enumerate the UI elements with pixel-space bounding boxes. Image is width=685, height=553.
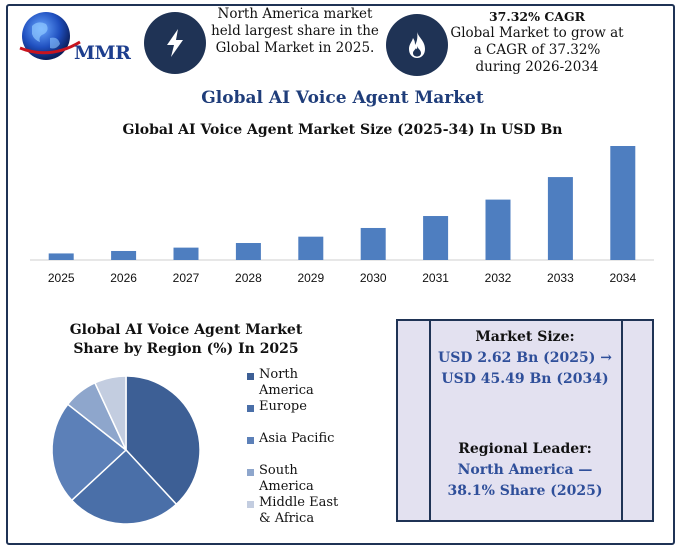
lightning-icon bbox=[167, 29, 183, 57]
legend-label: Asia Pacific bbox=[259, 431, 335, 446]
pie-slice bbox=[51, 403, 128, 502]
flame-badge bbox=[386, 14, 448, 76]
legend-item: Europe bbox=[247, 399, 347, 415]
bar bbox=[48, 253, 74, 260]
legend-label: Middle East & Africa bbox=[259, 495, 339, 526]
globe-icon bbox=[19, 12, 81, 60]
cagr-line: during 2026-2034 bbox=[475, 59, 599, 75]
pie-title-line: Global AI Voice Agent Market bbox=[69, 322, 303, 338]
bar bbox=[298, 236, 324, 260]
legend-swatch bbox=[247, 501, 254, 508]
regional-leader-value: North America — bbox=[457, 462, 593, 478]
market-size-value: USD 45.49 Bn (2034) bbox=[441, 371, 609, 387]
page-frame bbox=[6, 4, 675, 545]
legend-item: Middle East & Africa bbox=[247, 495, 347, 527]
bar-chart: 2025 2026 2027 2028 2029 2030 2031 2032 2033 2034 bbox=[30, 146, 654, 285]
legend-item: Asia Pacific bbox=[247, 431, 347, 447]
logo-text: MMR bbox=[74, 42, 131, 64]
bar bbox=[423, 216, 449, 260]
cagr-text: 37.32% CAGR Global Market to grow at a C… bbox=[450, 8, 624, 76]
regional-leader-label: Regional Leader: bbox=[458, 441, 592, 457]
pie-title-line: Share by Region (%) In 2025 bbox=[73, 341, 299, 357]
cagr-line: a CAGR of 37.32% bbox=[473, 42, 601, 58]
x-tick-label: 2027 bbox=[173, 271, 200, 285]
pie-slice bbox=[70, 448, 178, 525]
bar-chart-title: Global AI Voice Agent Market Size (2025-… bbox=[122, 122, 563, 138]
info-box-inner-border bbox=[429, 319, 623, 522]
region-share-text: North America market held largest share … bbox=[210, 6, 380, 57]
x-tick-label: 2032 bbox=[485, 271, 512, 285]
pie-chart bbox=[51, 375, 201, 525]
legend-swatch bbox=[247, 437, 254, 444]
legend-item: North America bbox=[247, 367, 347, 399]
regional-leader-value: 38.1% Share (2025) bbox=[447, 483, 603, 499]
bar bbox=[173, 247, 199, 260]
info-box: Market Size: USD 2.62 Bn (2025) → USD 45… bbox=[396, 319, 654, 522]
x-tick-label: 2030 bbox=[360, 271, 387, 285]
flame-icon bbox=[409, 32, 425, 58]
bar bbox=[610, 146, 636, 260]
x-tick-label: 2029 bbox=[297, 271, 324, 285]
pie-slice bbox=[93, 375, 127, 451]
x-tick-label: 2031 bbox=[422, 271, 449, 285]
legend-swatch bbox=[247, 405, 254, 412]
x-tick-label: 2034 bbox=[609, 271, 636, 285]
legend-swatch bbox=[247, 373, 254, 380]
cagr-line: Global Market to grow at bbox=[450, 25, 624, 41]
bar bbox=[111, 250, 137, 260]
x-tick-label: 2028 bbox=[235, 271, 262, 285]
mmr-logo: MMR bbox=[14, 8, 131, 68]
market-size-label: Market Size: bbox=[475, 329, 575, 345]
legend-label: North America bbox=[259, 367, 314, 398]
bar bbox=[485, 199, 511, 260]
main-title: Global AI Voice Agent Market bbox=[201, 88, 484, 108]
region-share-line: held largest share in the bbox=[211, 23, 379, 39]
region-share-line: Global Market in 2025. bbox=[215, 40, 375, 56]
pie-slice bbox=[125, 375, 201, 506]
market-size-value: USD 2.62 Bn (2025) → bbox=[437, 350, 612, 366]
bar bbox=[547, 177, 573, 260]
legend-swatch bbox=[247, 469, 254, 476]
lightning-badge bbox=[144, 12, 206, 74]
x-tick-label: 2033 bbox=[547, 271, 574, 285]
region-share-line: North America market bbox=[217, 6, 373, 22]
legend-label: South America bbox=[259, 463, 314, 494]
bar bbox=[235, 243, 261, 260]
pie-chart-title: Global AI Voice Agent Market Share by Re… bbox=[56, 321, 316, 359]
cagr-title: 37.32% CAGR bbox=[488, 9, 586, 24]
x-tick-label: 2026 bbox=[110, 271, 137, 285]
bar bbox=[360, 227, 386, 260]
x-tick-label: 2025 bbox=[48, 271, 75, 285]
legend-label: Europe bbox=[259, 399, 307, 414]
legend-item: South America bbox=[247, 463, 347, 495]
